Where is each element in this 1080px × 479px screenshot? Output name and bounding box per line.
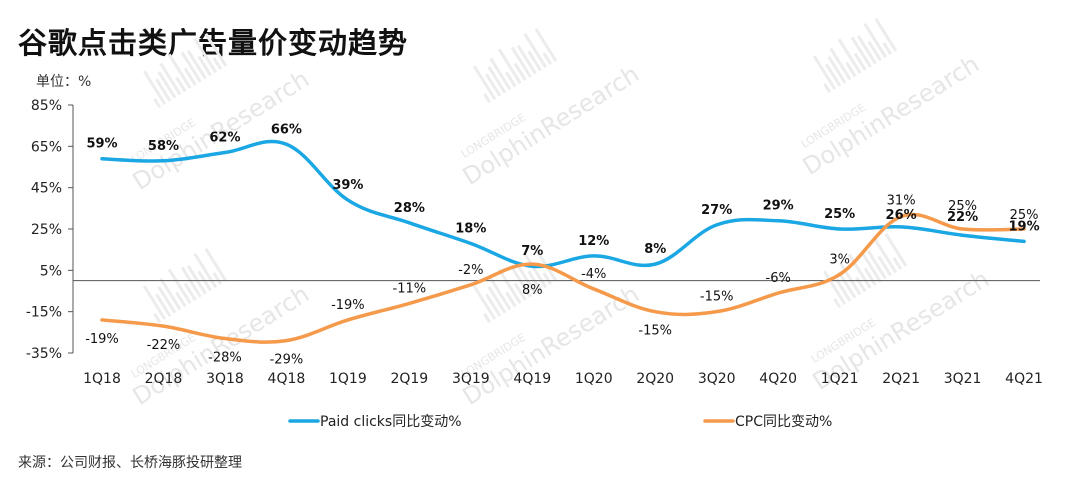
x-tick-label: 3Q18 bbox=[206, 371, 244, 387]
paid-clicks-label: 66% bbox=[271, 122, 302, 137]
y-tick-label: 25% bbox=[31, 222, 62, 238]
x-axis: 1Q18 2Q18 3Q18 4Q18 1Q19 2Q19 3Q19 4Q19 1Q20 2Q20… bbox=[73, 280, 1043, 387]
x-tick-label: 4Q20 bbox=[759, 371, 797, 387]
watermark-text: DolphinResearch bbox=[458, 60, 644, 191]
paid-clicks-label: 27% bbox=[701, 203, 732, 218]
cpc-label: -11% bbox=[393, 281, 427, 296]
paid-clicks-label: 26% bbox=[886, 208, 917, 223]
legend: Paid clicks同比变动% CPC同比变动% bbox=[288, 414, 832, 430]
y-tick-label: 65% bbox=[31, 139, 62, 155]
x-tick-label: 4Q19 bbox=[513, 371, 551, 387]
cpc-label: -6% bbox=[766, 271, 791, 286]
cpc-label: -22% bbox=[147, 338, 181, 353]
source-note: 来源：公司财报、长桥海豚投研整理 bbox=[18, 455, 242, 471]
legend-item-paid-clicks: Paid clicks同比变动% bbox=[288, 414, 462, 430]
x-tick-label: 4Q21 bbox=[1005, 371, 1043, 387]
cpc-label: 3% bbox=[829, 252, 850, 267]
y-tick-label: -35% bbox=[26, 346, 62, 362]
paid-clicks-label: 7% bbox=[521, 244, 543, 259]
paid-clicks-label: 28% bbox=[394, 201, 425, 216]
x-tick-label: 1Q20 bbox=[575, 371, 613, 387]
paid-clicks-label: 8% bbox=[644, 242, 666, 257]
x-tick-label: 3Q21 bbox=[944, 371, 982, 387]
cpc-label: -4% bbox=[581, 267, 606, 282]
x-tick-label: 2Q18 bbox=[145, 371, 183, 387]
paid-clicks-label: 62% bbox=[209, 131, 240, 146]
cpc-label: -19% bbox=[85, 332, 119, 347]
paid-clicks-label: 58% bbox=[148, 139, 179, 154]
paid-clicks-label: 39% bbox=[332, 178, 363, 193]
cpc-label: 25% bbox=[1010, 208, 1039, 223]
unit-label: 单位：% bbox=[36, 74, 92, 90]
series-lines bbox=[100, 139, 1026, 344]
y-tick-label: -15% bbox=[26, 305, 62, 321]
paid-clicks-label: 59% bbox=[86, 137, 117, 152]
x-tick-label: 1Q19 bbox=[329, 371, 367, 387]
x-tick-label: 3Q20 bbox=[698, 371, 736, 387]
paid-clicks-label: 18% bbox=[455, 221, 486, 236]
legend-label: CPC同比变动% bbox=[735, 414, 832, 430]
y-axis: 85% 65% 45% 25% 5% -15% -35% bbox=[26, 98, 74, 362]
x-tick-label: 4Q18 bbox=[268, 371, 306, 387]
cpc-label: 8% bbox=[522, 283, 543, 298]
paid-clicks-label: 12% bbox=[578, 234, 609, 249]
x-tick-label: 2Q20 bbox=[636, 371, 674, 387]
x-tick-label: 3Q19 bbox=[452, 371, 490, 387]
legend-item-cpc: CPC同比变动% bbox=[703, 414, 832, 430]
paid-clicks-label: 19% bbox=[1008, 219, 1039, 234]
x-tick-label: 1Q21 bbox=[821, 371, 859, 387]
watermark-text: DolphinResearch bbox=[798, 50, 984, 181]
cpc-label: 25% bbox=[948, 199, 977, 214]
x-tick-label: 2Q19 bbox=[390, 371, 428, 387]
y-tick-label: 5% bbox=[40, 263, 62, 279]
cpc-label: -2% bbox=[458, 263, 483, 278]
x-tick-label: 2Q21 bbox=[882, 371, 920, 387]
paid-clicks-label: 29% bbox=[763, 199, 794, 214]
cpc-label: -28% bbox=[208, 351, 242, 366]
cpc-label: -19% bbox=[331, 298, 365, 313]
data-labels: 59% 58% 62% 66% 39% 28% 18% 7% 12% 8% 27% 29% 25% 26%… bbox=[85, 122, 1039, 367]
paid-clicks-label: 22% bbox=[947, 210, 978, 225]
cpc-label: 31% bbox=[887, 194, 916, 209]
paid-clicks-line bbox=[100, 139, 1026, 269]
y-tick-label: 45% bbox=[31, 181, 62, 197]
cpc-label: -15% bbox=[700, 290, 734, 305]
cpc-label: -29% bbox=[270, 353, 304, 368]
legend-label: Paid clicks同比变动% bbox=[320, 414, 462, 430]
paid-clicks-label: 25% bbox=[824, 207, 855, 222]
cpc-label: -15% bbox=[638, 324, 672, 339]
x-tick-label: 1Q18 bbox=[83, 371, 121, 387]
y-tick-label: 85% bbox=[31, 98, 62, 114]
cpc-line bbox=[100, 212, 1026, 344]
